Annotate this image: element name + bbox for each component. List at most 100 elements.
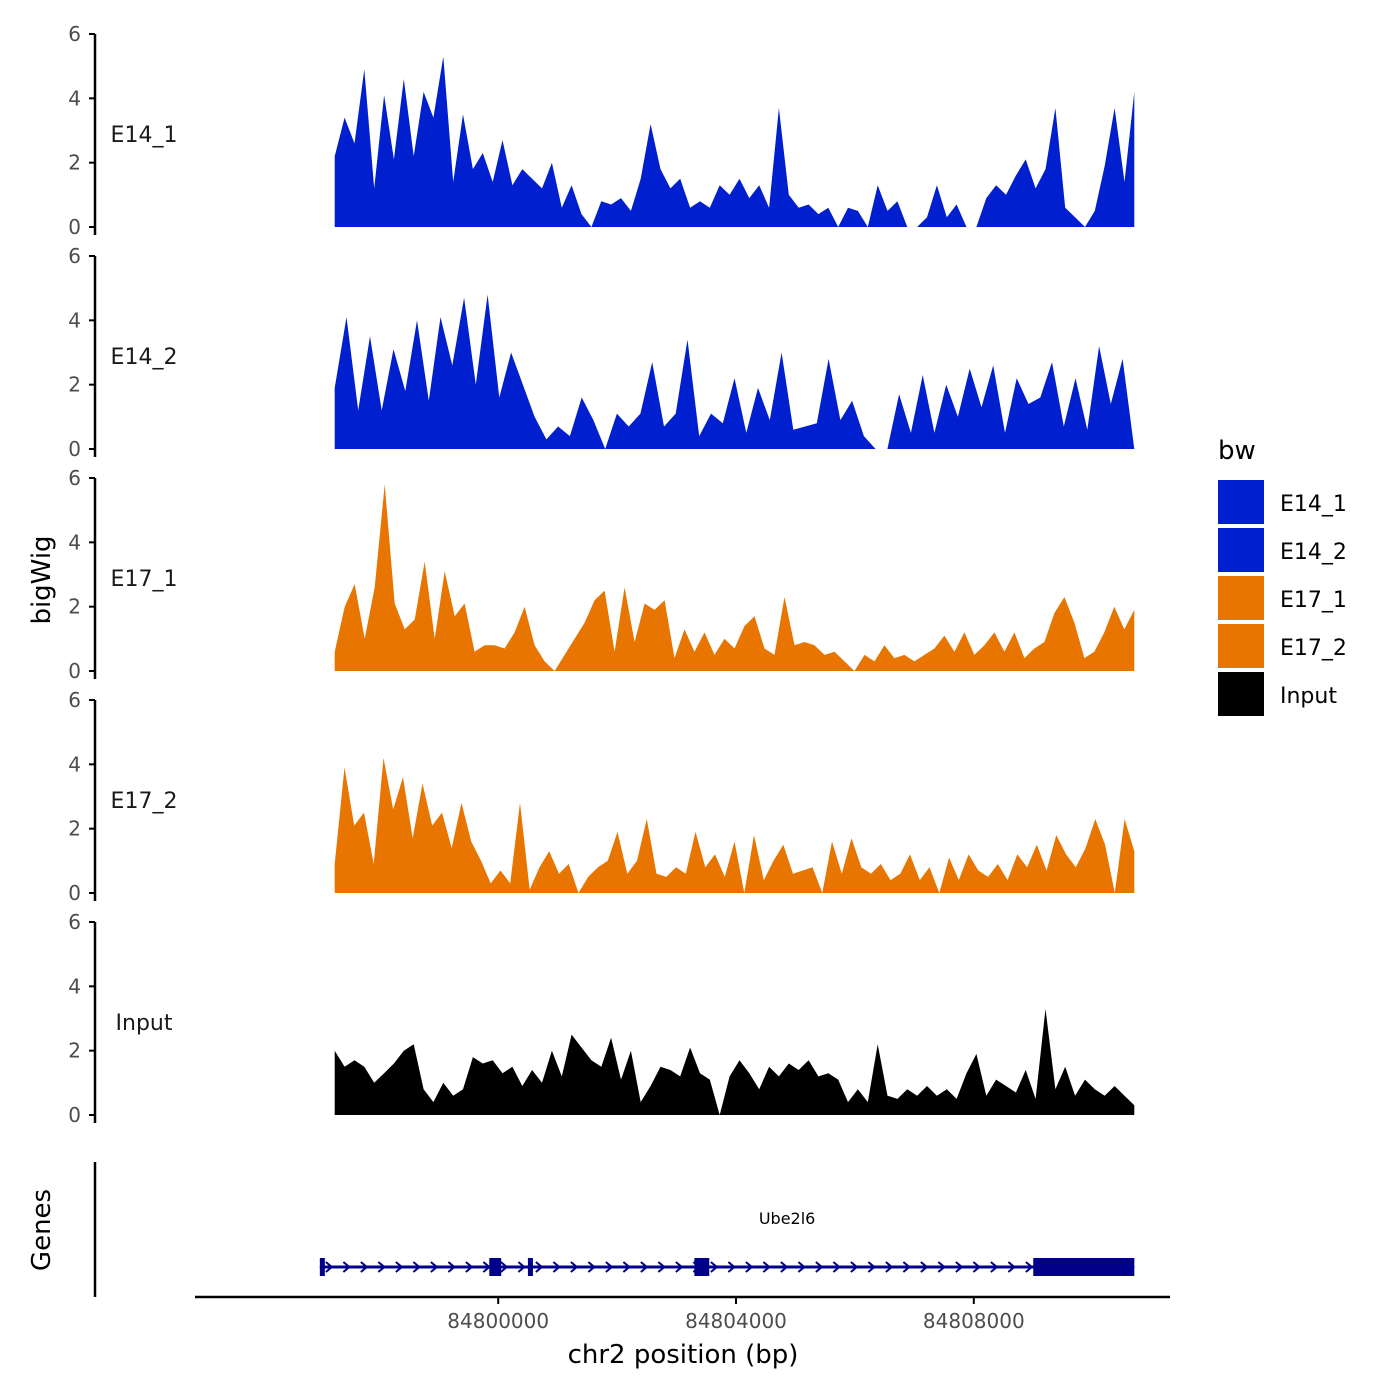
- y-tick-label: 2: [68, 151, 81, 175]
- x-axis: 84800000 84804000 84808000: [195, 1295, 1170, 1333]
- y-tick-label: 2: [68, 373, 81, 397]
- track-label: E14_1: [111, 123, 178, 148]
- legend-item: E14_2: [1218, 528, 1347, 572]
- strand-arrow: [762, 1261, 771, 1273]
- strand-arrow: [622, 1261, 631, 1273]
- y-tick-label: 2: [68, 817, 81, 841]
- strand-arrow: [710, 1261, 719, 1273]
- track-e17_2: 0 2 4 6 E17_2: [68, 688, 1135, 905]
- x-tick-label: 84808000: [923, 1309, 1025, 1333]
- gene-exon: [694, 1258, 710, 1276]
- strand-arrow: [815, 1261, 824, 1273]
- strand-arrow: [640, 1261, 649, 1273]
- track-label: Input: [116, 1011, 173, 1036]
- legend-swatch: [1218, 672, 1264, 716]
- strand-arrow: [902, 1261, 911, 1273]
- strand-arrow: [587, 1261, 596, 1273]
- strand-arrow: [937, 1261, 946, 1273]
- signal-area-input: [334, 1008, 1135, 1115]
- gene-exon: [319, 1258, 325, 1276]
- strand-arrow: [535, 1261, 544, 1273]
- legend-swatch: [1218, 624, 1264, 668]
- y-tick-label: 4: [68, 86, 81, 110]
- strand-arrow: [797, 1261, 806, 1273]
- strand-arrow: [430, 1261, 439, 1273]
- y-tick-label: 2: [68, 1039, 81, 1063]
- y-tick-label: 2: [68, 595, 81, 619]
- y-tick-label: 4: [68, 308, 81, 332]
- strand-arrow: [325, 1261, 334, 1273]
- legend-swatch: [1218, 576, 1264, 620]
- genes-axis-title: Genes: [27, 1189, 57, 1271]
- signal-tracks: 0 2 4 6 E14_1 0 2 4 6 E14_2 0 2 4 6 E17_1 0 2 4 6 E17_2 0 2 4 6…: [68, 22, 1135, 1127]
- genes-panel: Ube2l6: [93, 1162, 1135, 1297]
- track-label: E14_2: [111, 345, 178, 370]
- legend-item: E17_1: [1218, 576, 1347, 620]
- legend-label: Input: [1280, 684, 1337, 709]
- strand-arrow: [1025, 1261, 1034, 1273]
- signal-area-e14_1: [334, 56, 1135, 227]
- y-tick-label: 6: [68, 22, 81, 46]
- gene-exon: [1033, 1258, 1135, 1276]
- y-tick-label: 6: [68, 688, 81, 712]
- legend-item: Input: [1218, 672, 1337, 716]
- y-tick-label: 4: [68, 752, 81, 776]
- y-tick-label: 0: [68, 437, 81, 461]
- strand-arrow: [500, 1261, 509, 1273]
- y-tick-label: 6: [68, 244, 81, 268]
- signal-area-e14_2: [334, 294, 1135, 449]
- y-tick-label: 0: [68, 215, 81, 239]
- strand-arrow: [780, 1261, 789, 1273]
- y-tick-label: 4: [68, 530, 81, 554]
- y-tick-label: 0: [68, 659, 81, 683]
- strand-arrow: [552, 1261, 561, 1273]
- gene-model: Ube2l6: [319, 1209, 1135, 1276]
- strand-arrow: [867, 1261, 876, 1273]
- y-tick-label: 4: [68, 974, 81, 998]
- strand-arrow: [850, 1261, 859, 1273]
- legend-label: E17_1: [1280, 588, 1347, 613]
- track-e17_1: 0 2 4 6 E17_1: [68, 466, 1135, 683]
- x-axis-title: chr2 position (bp): [568, 1340, 799, 1370]
- strand-arrow: [447, 1261, 456, 1273]
- signal-area-e17_1: [334, 484, 1135, 671]
- legend-label: E14_2: [1280, 540, 1347, 565]
- strand-arrow: [412, 1261, 421, 1273]
- legend-swatch: [1218, 480, 1264, 524]
- y-tick-label: 0: [68, 881, 81, 905]
- track-e14_1: 0 2 4 6 E14_1: [68, 22, 1135, 239]
- track-label: E17_1: [111, 567, 178, 592]
- gene-name-label: Ube2l6: [759, 1209, 816, 1228]
- strand-arrow: [955, 1261, 964, 1273]
- strand-arrow: [377, 1261, 386, 1273]
- track-input: 0 2 4 6 Input: [68, 910, 1135, 1127]
- legend-item: E17_2: [1218, 624, 1347, 668]
- x-tick-label: 84800000: [447, 1309, 549, 1333]
- strand-arrow: [657, 1261, 666, 1273]
- x-tick-label: 84804000: [685, 1309, 787, 1333]
- legend-label: E17_2: [1280, 636, 1347, 661]
- strand-arrow: [972, 1261, 981, 1273]
- strand-arrow: [885, 1261, 894, 1273]
- strand-arrow: [570, 1261, 579, 1273]
- legend-swatch: [1218, 528, 1264, 572]
- strand-arrow: [517, 1261, 526, 1273]
- signal-area-e17_2: [334, 757, 1135, 893]
- strand-arrow: [832, 1261, 841, 1273]
- strand-arrow: [360, 1261, 369, 1273]
- y-tick-label: 0: [68, 1103, 81, 1127]
- strand-arrow: [605, 1261, 614, 1273]
- gene-exon: [527, 1258, 533, 1276]
- gene-exon: [489, 1258, 502, 1276]
- strand-arrow: [727, 1261, 736, 1273]
- legend-label: E14_1: [1280, 492, 1347, 517]
- strand-arrow: [745, 1261, 754, 1273]
- strand-arrow: [342, 1261, 351, 1273]
- legend: bw E14_1 E14_2 E17_1 E17_2 Input: [1218, 436, 1347, 716]
- y-tick-label: 6: [68, 910, 81, 934]
- strand-arrow: [675, 1261, 684, 1273]
- legend-item: E14_1: [1218, 480, 1347, 524]
- track-label: E17_2: [111, 789, 178, 814]
- track-e14_2: 0 2 4 6 E14_2: [68, 244, 1135, 461]
